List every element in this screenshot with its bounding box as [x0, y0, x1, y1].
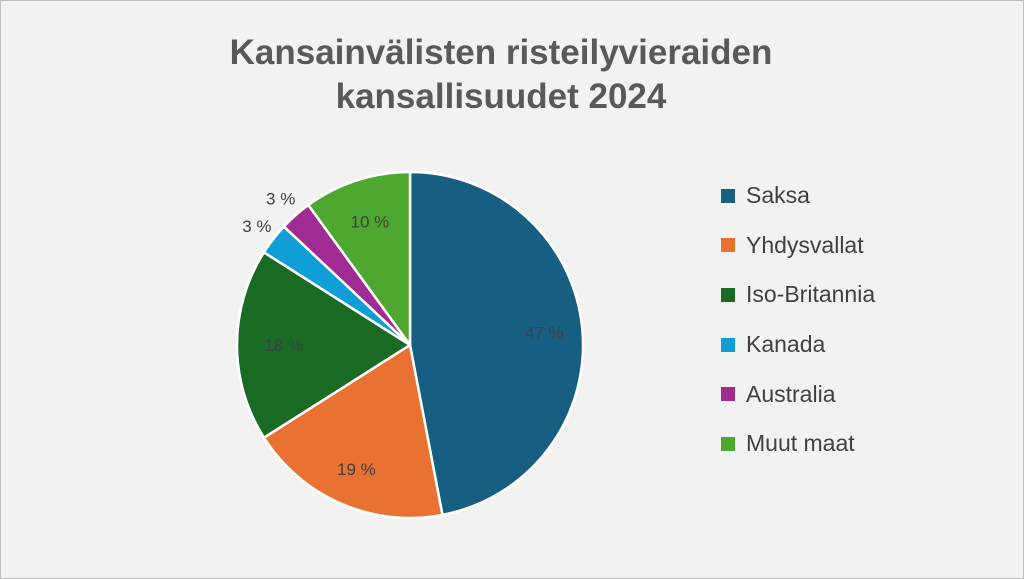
legend-item-saksa: Saksa: [721, 171, 875, 221]
pie-slice-iso-britannia: [235, 251, 412, 439]
legend-label: Kanada: [746, 331, 826, 358]
chart-title: Kansainvälisten risteilyvieraiden kansal…: [1, 31, 1001, 119]
data-label-australia: 3 %: [266, 189, 295, 208]
legend-label: Yhdysvallat: [746, 231, 864, 258]
pie-slices: [235, 170, 585, 520]
data-label-yhdysvallat: 19 %: [337, 460, 376, 479]
legend: Saksa Yhdysvallat Iso-Britannia Kanada Austr…: [721, 171, 875, 469]
legend-item-muut-maat: Muut maat: [721, 419, 875, 469]
legend-swatch: [721, 287, 735, 302]
pie-slice-saksa: [408, 170, 585, 517]
legend-swatch: [721, 188, 735, 203]
pie-slice-muut-maat: [307, 170, 412, 347]
data-label-kanada: 3 %: [242, 217, 271, 236]
legend-item-yhdysvallat: Yhdysvallat: [721, 221, 875, 271]
legend-swatch: [721, 436, 735, 451]
legend-swatch: [721, 387, 735, 402]
legend-label: Iso-Britannia: [746, 281, 876, 308]
legend-swatch: [721, 238, 735, 253]
legend-item-iso-britannia: Iso-Britannia: [721, 270, 875, 320]
legend-label: Australia: [746, 380, 836, 407]
pie-slice-yhdysvallat: [262, 343, 444, 520]
chart-title-line-2: kansallisuudet 2024: [335, 77, 667, 116]
legend-label: Muut maat: [746, 430, 855, 457]
data-label-saksa: 47 %: [525, 323, 564, 342]
legend-label: Saksa: [746, 182, 810, 209]
pie-data-labels: 47 % 19 % 18 % 3 % 3 % 10 %: [242, 189, 563, 478]
data-label-iso-britannia: 18 %: [264, 336, 303, 355]
legend-swatch: [721, 337, 735, 352]
chart-title-line-1: Kansainvälisten risteilyvieraiden: [229, 33, 773, 72]
legend-item-kanada: Kanada: [721, 320, 875, 370]
data-label-muut-maat: 10 %: [351, 213, 390, 232]
legend-item-australia: Australia: [721, 369, 875, 419]
